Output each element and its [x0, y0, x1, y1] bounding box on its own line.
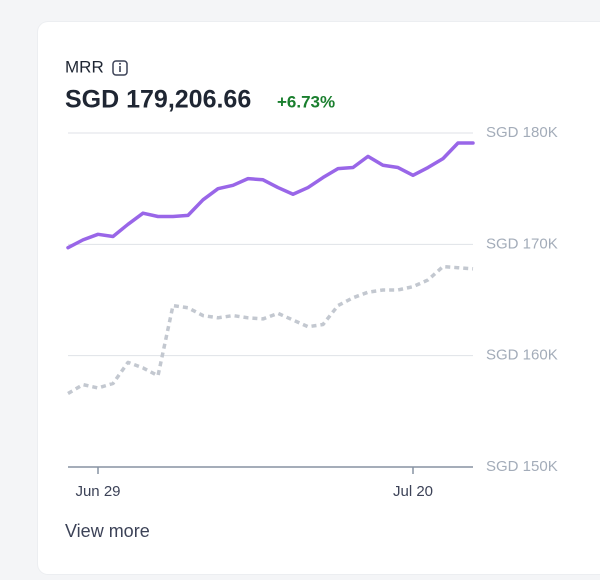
metric-value: SGD 179,206.66	[65, 86, 251, 114]
chart-title: MRR	[65, 57, 104, 76]
x-tick-label: Jul 20	[393, 483, 433, 500]
line-series	[66, 141, 475, 250]
line-series	[67, 264, 474, 396]
view-more-link[interactable]: View more	[65, 521, 150, 541]
card	[38, 22, 600, 574]
y-tick-label: SGD 180K	[486, 124, 558, 141]
metric-change: +6.73%	[277, 92, 335, 111]
y-tick-label: SGD 150K	[486, 458, 558, 475]
info-icon[interactable]	[112, 60, 128, 76]
y-tick-label: SGD 160K	[486, 347, 558, 364]
y-tick-label: SGD 170K	[486, 235, 558, 252]
x-tick-label: Jun 29	[75, 483, 120, 500]
